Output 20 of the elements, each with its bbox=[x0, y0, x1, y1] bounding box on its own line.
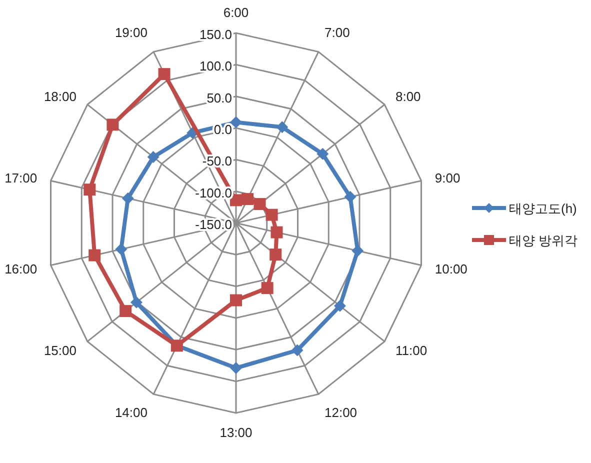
y-tick-label: 150.0 bbox=[199, 27, 232, 42]
spoke-label: 11:00 bbox=[395, 343, 428, 358]
spoke-label: 9:00 bbox=[434, 170, 460, 186]
spoke-label: 19:00 bbox=[114, 25, 148, 40]
spoke-label: 12:00 bbox=[324, 404, 358, 420]
y-tick-label: 100.0 bbox=[199, 58, 232, 74]
spoke-label: 6:00 bbox=[223, 5, 249, 20]
spoke-label: 7:00 bbox=[324, 25, 350, 40]
spoke-label: 15:00 bbox=[44, 343, 77, 358]
spoke-label: 18:00 bbox=[44, 88, 77, 104]
y-tick-label: -150.0 bbox=[195, 217, 232, 232]
spoke-label: 8:00 bbox=[395, 88, 421, 104]
spoke-label: 13:00 bbox=[220, 425, 252, 440]
spoke-label: 17:00 bbox=[4, 170, 38, 186]
legend-label: 태양고도(h) bbox=[509, 201, 577, 216]
spoke-label: 16:00 bbox=[4, 261, 38, 276]
y-tick-label: 50.0 bbox=[206, 90, 232, 106]
spoke-label: 14:00 bbox=[114, 404, 148, 420]
spoke-label: 10:00 bbox=[434, 261, 468, 276]
legend-label: 태양 방위각 bbox=[509, 233, 578, 248]
